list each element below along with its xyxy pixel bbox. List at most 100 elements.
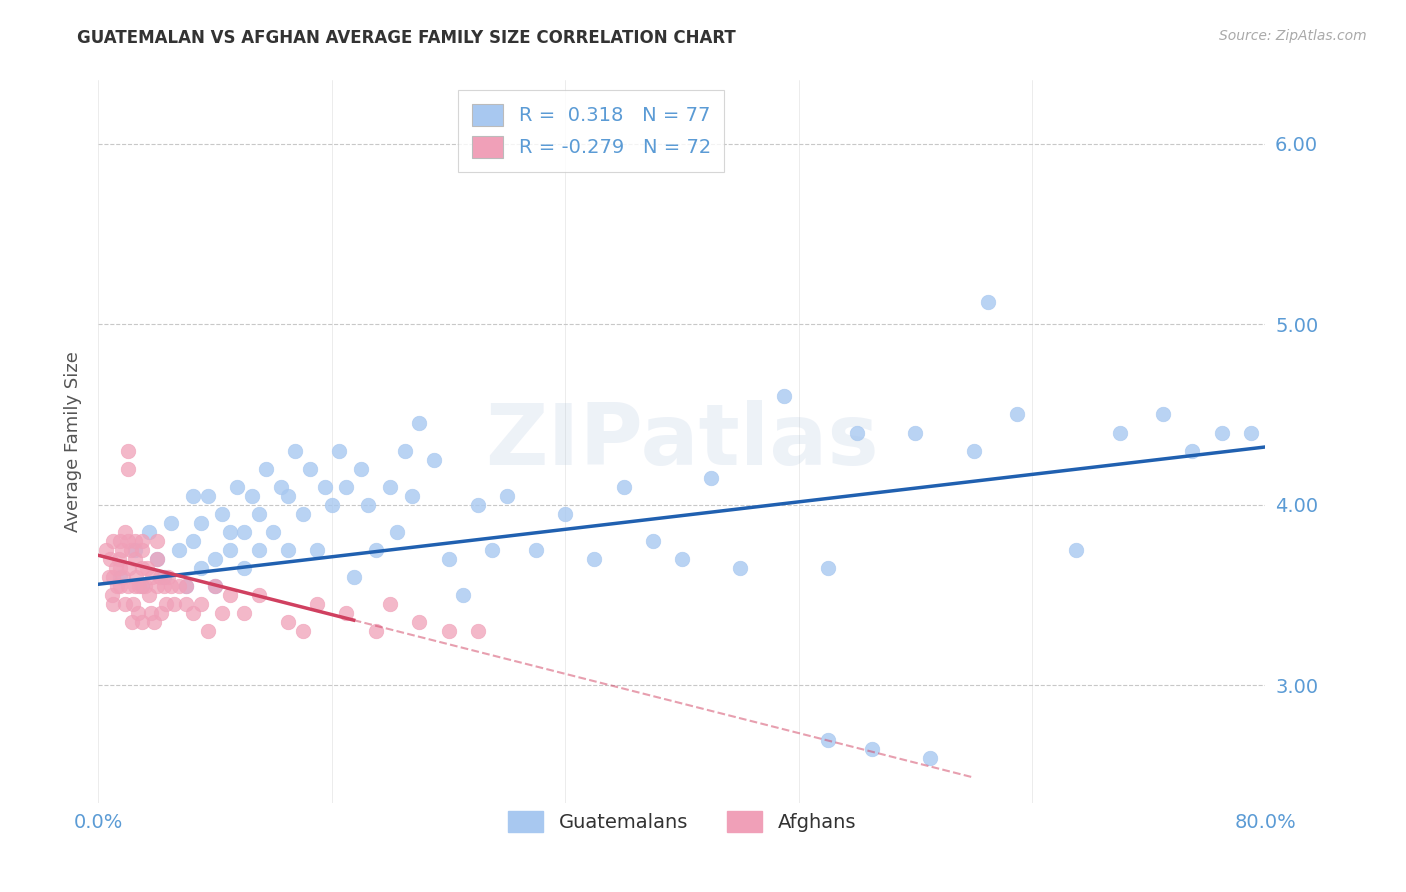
Point bbox=[284, 443, 307, 458]
Point bbox=[700, 470, 723, 484]
Point bbox=[437, 624, 460, 639]
Point bbox=[671, 552, 693, 566]
Point bbox=[314, 480, 336, 494]
Point bbox=[962, 443, 984, 458]
Point bbox=[167, 579, 190, 593]
Point bbox=[291, 624, 314, 639]
Point bbox=[155, 597, 177, 611]
Point bbox=[307, 597, 329, 611]
Point bbox=[612, 480, 634, 494]
Point bbox=[233, 524, 256, 539]
Point bbox=[262, 524, 284, 539]
Point bbox=[105, 579, 128, 593]
Point bbox=[146, 552, 169, 566]
Point bbox=[394, 443, 416, 458]
Point bbox=[364, 542, 387, 557]
Point bbox=[321, 498, 343, 512]
Point bbox=[157, 570, 180, 584]
Point bbox=[423, 452, 446, 467]
Point bbox=[138, 524, 160, 539]
Point bbox=[135, 561, 157, 575]
Point bbox=[641, 533, 664, 548]
Point bbox=[111, 542, 134, 557]
Point bbox=[174, 579, 197, 593]
Point bbox=[117, 461, 139, 475]
Point bbox=[1181, 443, 1204, 458]
Point bbox=[218, 542, 240, 557]
Point bbox=[153, 570, 176, 584]
Point bbox=[1211, 425, 1233, 440]
Point bbox=[817, 561, 839, 575]
Point bbox=[496, 489, 519, 503]
Text: GUATEMALAN VS AFGHAN AVERAGE FAMILY SIZE CORRELATION CHART: GUATEMALAN VS AFGHAN AVERAGE FAMILY SIZE… bbox=[77, 29, 737, 46]
Point bbox=[97, 570, 120, 584]
Point bbox=[131, 615, 153, 630]
Point bbox=[554, 507, 576, 521]
Point bbox=[114, 524, 136, 539]
Point bbox=[134, 579, 156, 593]
Text: ZIPatlas: ZIPatlas bbox=[485, 400, 879, 483]
Point bbox=[124, 579, 146, 593]
Point bbox=[1108, 425, 1130, 440]
Point bbox=[117, 579, 139, 593]
Point bbox=[218, 524, 240, 539]
Point bbox=[328, 443, 350, 458]
Point bbox=[1240, 425, 1263, 440]
Point bbox=[401, 489, 423, 503]
Point bbox=[124, 542, 146, 557]
Point bbox=[298, 461, 321, 475]
Point bbox=[146, 579, 169, 593]
Point bbox=[163, 597, 186, 611]
Point bbox=[124, 552, 146, 566]
Point bbox=[120, 542, 142, 557]
Point bbox=[233, 606, 256, 620]
Point bbox=[277, 615, 299, 630]
Point bbox=[138, 588, 160, 602]
Point bbox=[467, 624, 489, 639]
Point bbox=[977, 295, 1000, 310]
Point bbox=[197, 624, 219, 639]
Point bbox=[277, 542, 299, 557]
Y-axis label: Average Family Size: Average Family Size bbox=[63, 351, 82, 532]
Point bbox=[247, 588, 270, 602]
Point bbox=[128, 579, 150, 593]
Text: Source: ZipAtlas.com: Source: ZipAtlas.com bbox=[1219, 29, 1367, 43]
Point bbox=[108, 552, 131, 566]
Point bbox=[124, 533, 146, 548]
Point bbox=[167, 542, 190, 557]
Point bbox=[380, 480, 402, 494]
Point bbox=[101, 570, 124, 584]
Point bbox=[197, 489, 219, 503]
Point bbox=[270, 480, 292, 494]
Point bbox=[160, 579, 183, 593]
Point bbox=[146, 533, 169, 548]
Point bbox=[101, 597, 124, 611]
Point bbox=[583, 552, 606, 566]
Point bbox=[153, 579, 176, 593]
Point bbox=[846, 425, 869, 440]
Point bbox=[174, 579, 197, 593]
Point bbox=[121, 615, 143, 630]
Point bbox=[247, 542, 270, 557]
Point bbox=[335, 480, 357, 494]
Point bbox=[467, 498, 489, 512]
Point bbox=[160, 516, 183, 530]
Point bbox=[357, 498, 380, 512]
Point bbox=[117, 443, 139, 458]
Point bbox=[451, 588, 474, 602]
Point bbox=[190, 516, 212, 530]
Point bbox=[131, 579, 153, 593]
Point bbox=[190, 561, 212, 575]
Point bbox=[131, 542, 153, 557]
Point bbox=[211, 507, 233, 521]
Point bbox=[110, 533, 132, 548]
Point bbox=[254, 461, 277, 475]
Point bbox=[291, 507, 314, 521]
Point bbox=[146, 552, 169, 566]
Point bbox=[204, 579, 226, 593]
Point bbox=[247, 507, 270, 521]
Legend: Guatemalans, Afghans: Guatemalans, Afghans bbox=[501, 804, 863, 840]
Point bbox=[131, 533, 153, 548]
Point bbox=[1064, 542, 1087, 557]
Point bbox=[481, 542, 503, 557]
